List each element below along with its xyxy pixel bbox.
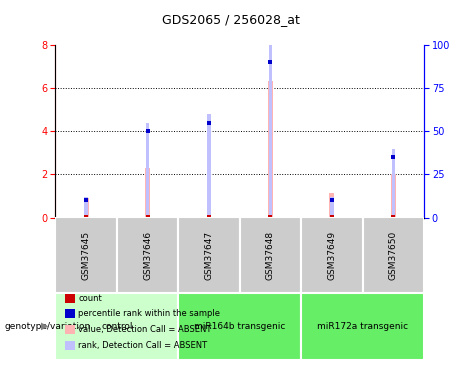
- Point: [267, 59, 274, 65]
- Bar: [330, 193, 334, 217]
- Text: GSM37648: GSM37648: [266, 230, 275, 280]
- Text: GSM37646: GSM37646: [143, 230, 152, 280]
- Bar: [84, 197, 88, 217]
- Bar: [240, 217, 301, 292]
- Bar: [178, 292, 301, 360]
- Bar: [391, 174, 396, 217]
- Bar: [391, 148, 395, 217]
- Point: [83, 197, 90, 203]
- Bar: [117, 217, 178, 292]
- Text: GDS2065 / 256028_at: GDS2065 / 256028_at: [161, 13, 300, 26]
- Bar: [55, 217, 117, 292]
- Text: miR172a transgenic: miR172a transgenic: [317, 322, 408, 331]
- Bar: [301, 292, 424, 360]
- Text: miR164b transgenic: miR164b transgenic: [194, 322, 285, 331]
- Text: percentile rank within the sample: percentile rank within the sample: [78, 309, 220, 318]
- Text: rank, Detection Call = ABSENT: rank, Detection Call = ABSENT: [78, 341, 207, 350]
- Text: GSM37647: GSM37647: [205, 230, 213, 280]
- Bar: [207, 114, 211, 218]
- Point: [328, 197, 336, 203]
- Point: [390, 154, 397, 160]
- Text: GSM37645: GSM37645: [82, 230, 90, 280]
- Bar: [178, 217, 240, 292]
- Point: [267, 214, 274, 220]
- Bar: [83, 198, 89, 217]
- Bar: [207, 168, 212, 217]
- Text: GSM37649: GSM37649: [327, 230, 337, 280]
- Bar: [330, 197, 334, 217]
- Text: genotype/variation: genotype/variation: [5, 322, 91, 331]
- Text: control: control: [101, 322, 132, 331]
- Point: [328, 214, 336, 220]
- Bar: [145, 168, 150, 217]
- Point: [144, 128, 151, 134]
- Text: GSM37650: GSM37650: [389, 230, 398, 280]
- Point: [390, 214, 397, 220]
- Bar: [55, 292, 178, 360]
- Point: [83, 214, 90, 220]
- Point: [205, 214, 213, 220]
- Bar: [268, 81, 273, 218]
- Text: value, Detection Call = ABSENT: value, Detection Call = ABSENT: [78, 325, 212, 334]
- Point: [205, 120, 213, 126]
- Bar: [146, 123, 149, 218]
- Bar: [301, 217, 363, 292]
- Text: ▶: ▶: [41, 321, 48, 331]
- Bar: [269, 45, 272, 218]
- Text: count: count: [78, 294, 102, 303]
- Point: [144, 214, 151, 220]
- Bar: [363, 217, 424, 292]
